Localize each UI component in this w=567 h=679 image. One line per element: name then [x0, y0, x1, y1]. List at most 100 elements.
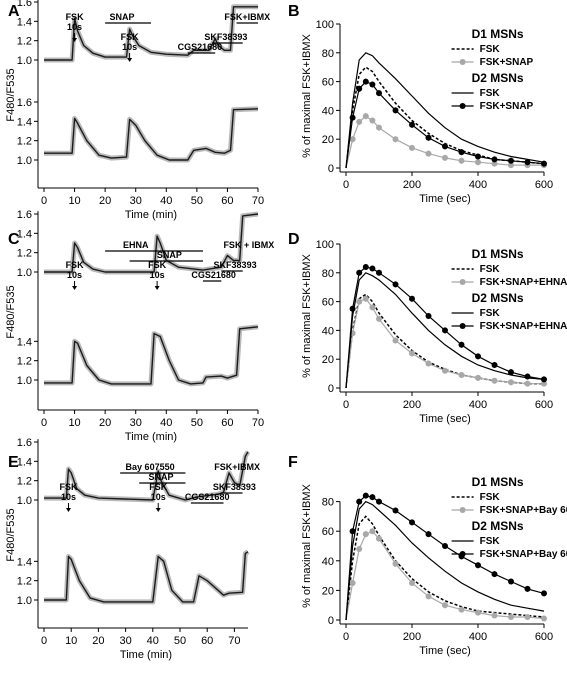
legend-marker — [459, 59, 466, 65]
legend-marker — [459, 507, 466, 513]
y-tick-label: 20 — [322, 585, 334, 597]
x-tick-label: 20 — [92, 635, 104, 647]
x-tick-label: 0 — [343, 631, 349, 643]
x-tick-label: 200 — [403, 399, 421, 411]
data-point — [458, 149, 465, 156]
data-point — [369, 265, 376, 272]
data-point — [442, 543, 448, 549]
annotation-label: FSK — [121, 32, 140, 42]
panel-f: F 0 20 40 60 80 0 200 400 600 Time (sec) % of maxim… — [288, 454, 567, 657]
arrow-head-icon — [127, 58, 133, 62]
x-tick-label: 10 — [68, 417, 80, 429]
x-tick-label: 30 — [130, 195, 142, 207]
y-tick-label: 1.4 — [17, 16, 32, 28]
x-tick-label: 600 — [535, 399, 553, 411]
data-point — [409, 519, 415, 526]
y-tick-label: 80 — [322, 48, 334, 60]
data-point — [508, 614, 514, 621]
series-line — [345, 495, 545, 621]
y-tick-label: 1.0 — [17, 55, 32, 67]
y-tick-label: 40 — [322, 105, 334, 117]
data-point — [409, 350, 415, 357]
data-point — [356, 85, 363, 92]
data-point — [508, 578, 514, 585]
y-tick-label: 1.2 — [17, 356, 32, 368]
data-point — [491, 156, 498, 163]
annotation-label: FSK — [66, 260, 85, 270]
y-tick-label: 0 — [328, 383, 334, 395]
y-tick-label: 0 — [328, 615, 334, 627]
panel-c: C 1.0 1.2 1.4 1.6 1.0 1.2 1.4 0 10 20 30 40 50 60 70 Tim… — [5, 209, 274, 443]
panel-letter: A — [8, 3, 20, 20]
data-point — [508, 369, 514, 376]
annotation-label: 10s — [67, 270, 82, 280]
trace-mean-upper — [44, 451, 249, 501]
data-point — [442, 154, 448, 161]
legend-label: FSK+SNAP — [480, 57, 534, 68]
arrow-head-icon — [154, 286, 160, 290]
data-point — [508, 157, 514, 164]
x-axis-label: Time (sec) — [419, 645, 471, 657]
annotation-label: SKF38393 — [213, 482, 256, 492]
data-point — [475, 374, 481, 381]
y-axis-label: % of maximal FSK+IBMX — [301, 33, 313, 157]
annotation-label: 10s — [122, 42, 137, 52]
trace-mean-upper — [44, 6, 258, 61]
y-tick-label: 40 — [322, 325, 334, 337]
data-point — [392, 281, 399, 288]
data-point — [491, 612, 498, 619]
annotation-label: 10s — [150, 270, 165, 280]
x-tick-label: 60 — [221, 195, 233, 207]
legend-label: FSK+SNAP — [480, 101, 534, 112]
trace-mean-lower — [44, 108, 259, 161]
arrow-head-icon — [155, 508, 161, 512]
x-tick-label: 60 — [201, 635, 213, 647]
annotation-label: SNAP — [148, 472, 173, 482]
data-point — [442, 143, 448, 150]
data-point — [491, 160, 498, 167]
annotation-label: FSK+IBMX — [224, 12, 270, 22]
series-line — [345, 293, 544, 389]
trace-mean-upper — [44, 213, 259, 273]
x-tick-label: 0 — [41, 195, 47, 207]
y-tick-label: 1.6 — [17, 437, 32, 449]
y-tick-label: 1.4 — [17, 456, 32, 468]
data-point — [369, 494, 376, 501]
data-point — [362, 531, 369, 538]
panel-d: D 0 20 40 60 80 100 0 200 400 600 Time (sec) % of ma… — [288, 231, 567, 425]
panel-e: E 1.0 1.2 1.4 1.6 1.0 1.2 1.4 0 10 20 30 40 50 60 70 Tim… — [5, 437, 260, 661]
x-tick-label: 600 — [535, 631, 553, 643]
annotation-label: 10s — [67, 22, 82, 32]
y-tick-label: 1.2 — [17, 576, 32, 588]
x-tick-label: 0 — [41, 417, 47, 429]
data-point — [409, 295, 415, 302]
y-tick-label: 1.2 — [17, 36, 32, 48]
legend-title: D1 MSNs — [472, 247, 524, 261]
y-tick-label: 1.4 — [17, 228, 32, 240]
data-point — [524, 614, 531, 621]
series-line — [345, 115, 544, 169]
annotation-label: CGS21680 — [185, 492, 230, 502]
x-tick-label: 20 — [99, 417, 111, 429]
data-point — [442, 367, 448, 374]
y-tick-label: 1.6 — [17, 209, 32, 221]
arrow-head-icon — [65, 508, 71, 512]
legend-title: D1 MSNs — [472, 27, 524, 41]
series-line — [345, 80, 545, 169]
x-tick-label: 400 — [469, 631, 487, 643]
annotation-label: FSK — [59, 482, 78, 492]
panel-b: B 0 20 40 60 80 100 0 200 400 600 Time (sec) % of ma… — [288, 3, 553, 205]
data-point — [369, 117, 376, 124]
data-point — [442, 327, 448, 334]
data-point — [356, 118, 363, 125]
arrow-head-icon — [72, 38, 78, 42]
data-point — [356, 498, 363, 505]
legend-label: FSK+SNAP+EHNA — [480, 321, 567, 332]
x-tick-label: 400 — [469, 179, 487, 191]
panel-a: A 1.0 1.2 1.4 1.6 1.0 1.2 1.4 1.6 0 10 20 30 40 50 60 70… — [5, 0, 270, 221]
data-point — [541, 380, 547, 387]
series-line — [345, 297, 544, 389]
annotation-label: EHNA — [123, 240, 149, 250]
data-point — [475, 609, 481, 616]
